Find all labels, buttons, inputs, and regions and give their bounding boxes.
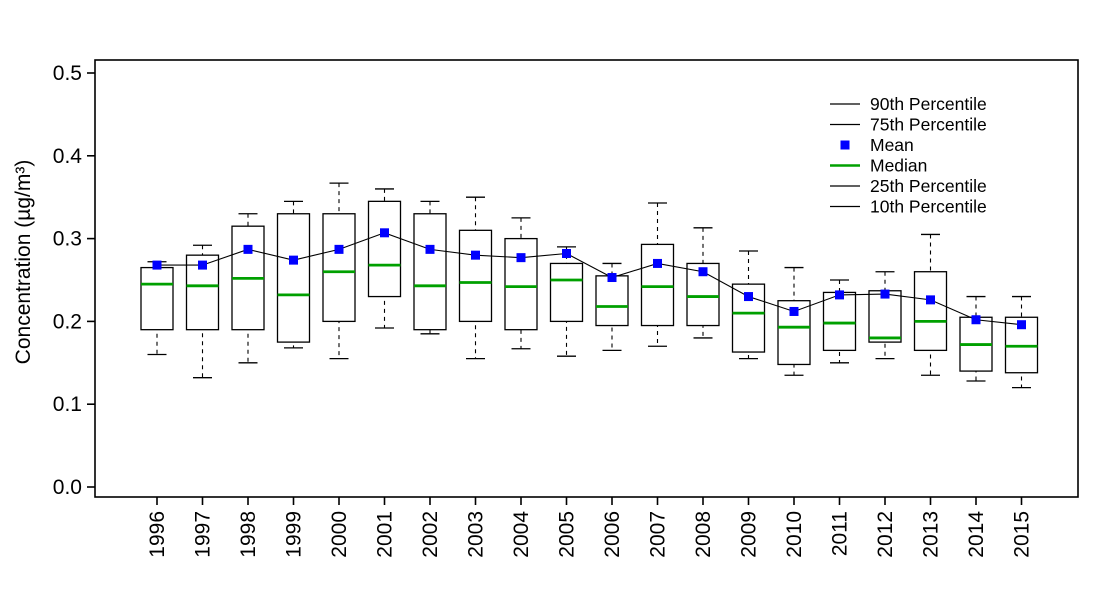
iqr-box <box>413 213 447 331</box>
x-tick-label: 1996 <box>146 511 169 558</box>
mean-marker <box>698 267 708 277</box>
y-axis-title: Concentration (µg/m³) <box>12 160 35 365</box>
iqr-box <box>913 271 948 352</box>
mean-marker <box>835 290 844 300</box>
y-tick-label: 0.1 <box>53 393 82 416</box>
y-tick-label: 0.5 <box>53 62 82 85</box>
mean-marker <box>653 258 662 268</box>
x-tick-label: 2008 <box>692 511 715 558</box>
legend-label: 75th Percentile <box>870 115 987 135</box>
iqr-box <box>322 213 356 323</box>
mean-marker <box>152 260 162 270</box>
x-tick-label: 2000 <box>328 511 351 558</box>
iqr-box <box>822 291 857 352</box>
iqr-box <box>504 237 538 331</box>
x-tick-label: 2005 <box>556 511 579 558</box>
iqr-box <box>595 275 629 327</box>
x-tick-label: 1999 <box>283 511 306 558</box>
mean-marker <box>971 315 981 325</box>
x-tick-label: 2007 <box>647 511 670 558</box>
x-tick-label: 2013 <box>920 511 943 558</box>
x-tick-label: 2001 <box>374 511 397 558</box>
mean-marker <box>289 255 298 265</box>
x-tick-label: 2003 <box>465 511 488 558</box>
mean-marker <box>562 249 571 259</box>
legend-label: 25th Percentile <box>870 176 987 196</box>
y-tick-label: 0.4 <box>53 145 83 168</box>
mean-marker <box>425 244 435 254</box>
mean-marker <box>243 244 253 254</box>
mean-marker <box>744 292 753 302</box>
legend-label: Mean <box>870 135 914 155</box>
x-tick-label: 2014 <box>965 511 988 558</box>
legend-label: Median <box>870 156 927 176</box>
x-tick-label: 2015 <box>1011 511 1034 558</box>
y-tick-label: 0.0 <box>53 476 82 499</box>
mean-marker <box>471 250 480 260</box>
x-tick-label: 2004 <box>510 511 533 558</box>
x-tick-label: 2011 <box>829 511 852 556</box>
x-tick-label: 1997 <box>192 511 215 558</box>
iqr-box <box>640 243 675 327</box>
plot-frame <box>94 59 1079 498</box>
y-tick-label: 0.2 <box>53 310 82 333</box>
x-tick-label: 1998 <box>237 511 260 558</box>
legend-label: 90th Percentile <box>870 94 987 114</box>
mean-trend-line <box>157 232 1022 326</box>
mean-marker <box>516 253 526 263</box>
iqr-box <box>276 213 311 343</box>
x-tick-label: 2006 <box>601 511 624 558</box>
mean-marker <box>198 260 207 270</box>
iqr-box <box>868 290 902 343</box>
iqr-box <box>367 200 402 298</box>
mean-marker <box>789 306 799 316</box>
mean-marker <box>380 228 389 238</box>
mean-marker <box>607 273 617 283</box>
x-tick-label: 2009 <box>738 511 761 558</box>
x-tick-label: 2012 <box>874 511 897 558</box>
y-tick-label: 0.3 <box>53 228 82 251</box>
mean-marker <box>926 295 935 305</box>
x-tick-label: 2010 <box>783 511 806 558</box>
legend-label: 10th Percentile <box>870 197 987 217</box>
x-tick-label: 2002 <box>419 511 442 558</box>
iqr-box <box>458 229 493 323</box>
legend-mean-swatch <box>840 140 850 150</box>
iqr-box <box>549 262 584 323</box>
mean-marker <box>880 289 890 299</box>
mean-marker <box>334 244 344 254</box>
iqr-box <box>140 266 174 331</box>
mean-marker <box>1017 320 1026 330</box>
